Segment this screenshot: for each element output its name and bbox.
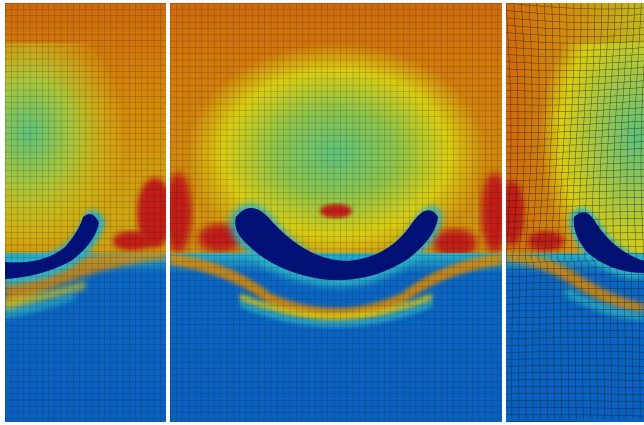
mesh-line xyxy=(612,3,623,420)
mesh-line xyxy=(506,67,644,71)
panel-right-field xyxy=(506,3,644,422)
mesh-line xyxy=(577,3,589,420)
mesh-line xyxy=(506,120,644,126)
mesh-line xyxy=(564,3,575,420)
mesh-line xyxy=(506,107,644,113)
mesh-line xyxy=(506,114,644,120)
mesh-line xyxy=(506,260,644,264)
mesh-line xyxy=(570,3,582,420)
mesh-line xyxy=(550,3,561,420)
mesh-line xyxy=(525,3,533,420)
mesh-line xyxy=(506,39,644,44)
mesh-line xyxy=(506,46,644,51)
mesh-line xyxy=(584,3,596,420)
mesh-line xyxy=(605,3,616,420)
mesh-line xyxy=(506,379,644,381)
mesh-line xyxy=(506,93,644,99)
mesh-line xyxy=(598,3,609,420)
mesh-line xyxy=(506,358,644,360)
mesh-line xyxy=(518,3,526,420)
panel-left xyxy=(5,3,166,422)
mesh-line xyxy=(506,225,644,229)
mesh-line xyxy=(506,421,605,422)
mesh-line xyxy=(506,155,644,161)
mesh-line xyxy=(506,175,644,181)
mesh-line xyxy=(506,372,644,374)
mesh-line xyxy=(591,3,603,420)
mesh-line xyxy=(506,60,644,65)
mesh-line xyxy=(506,204,644,208)
mesh-line xyxy=(557,3,568,420)
mesh-line xyxy=(506,414,644,417)
mesh-line xyxy=(506,87,644,92)
panel-left-field xyxy=(5,3,166,422)
mesh-line xyxy=(506,73,644,78)
mesh-line xyxy=(506,196,644,202)
bubble-right xyxy=(573,212,644,273)
mesh-line xyxy=(506,80,644,85)
mesh-line xyxy=(506,168,644,174)
mesh-line xyxy=(619,3,629,420)
panel-center xyxy=(170,3,502,422)
mesh-line xyxy=(506,211,644,215)
mesh-line xyxy=(506,10,644,17)
distorted-mesh xyxy=(506,3,644,422)
mesh-line xyxy=(531,3,540,420)
mesh-line xyxy=(506,100,644,106)
mesh-line xyxy=(626,3,636,420)
mesh-line xyxy=(506,218,644,222)
panel-center-field xyxy=(170,3,502,422)
mesh-line xyxy=(506,182,644,188)
mesh-line xyxy=(506,134,644,140)
mesh-line xyxy=(511,3,519,420)
mesh-line xyxy=(633,3,642,420)
mesh-line xyxy=(544,3,554,420)
mesh-line xyxy=(506,239,644,243)
panel-right xyxy=(506,3,644,422)
mesh-line xyxy=(506,3,512,283)
mesh-line xyxy=(506,386,644,388)
mesh-line xyxy=(506,365,644,367)
mesh-line xyxy=(506,232,644,236)
mesh-line xyxy=(506,53,644,58)
mesh-line xyxy=(506,393,644,396)
mesh-line xyxy=(537,3,547,420)
mesh-line xyxy=(506,407,644,410)
mesh-line xyxy=(506,127,644,133)
mesh-line xyxy=(506,32,644,37)
mesh-line xyxy=(506,400,644,403)
